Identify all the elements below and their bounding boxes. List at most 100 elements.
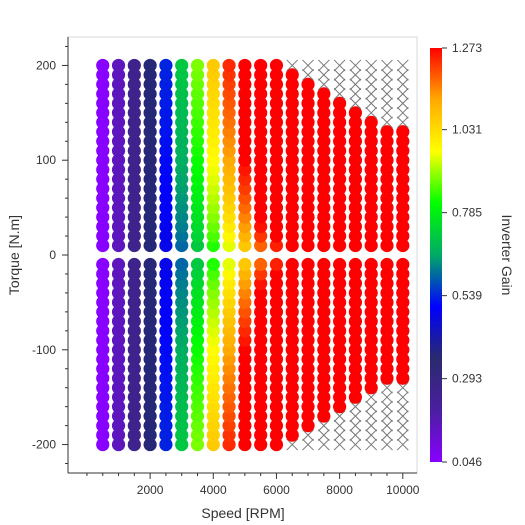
infeasible-marker — [349, 69, 362, 81]
gain-point — [254, 324, 268, 338]
gain-point — [159, 371, 173, 385]
gain-point — [190, 324, 205, 338]
gain-point — [254, 229, 268, 243]
infeasible-marker — [365, 78, 378, 91]
infeasible-marker — [333, 410, 346, 422]
gain-point — [301, 324, 315, 338]
gain-point — [254, 68, 268, 82]
gain-point — [111, 106, 126, 120]
gain-point — [380, 276, 394, 291]
gain-point — [301, 125, 315, 139]
gain-point — [143, 267, 157, 281]
gain-point — [111, 96, 126, 110]
infeasible-marker — [349, 59, 362, 72]
gain-point — [380, 153, 394, 167]
gain-point — [364, 238, 378, 253]
gain-point — [380, 333, 394, 347]
gain-point — [348, 362, 363, 376]
gain-point — [175, 295, 189, 309]
gain-point — [364, 305, 378, 319]
gain-point — [348, 371, 363, 385]
gain-point — [364, 381, 378, 395]
gain-point — [96, 191, 110, 205]
gain-point — [333, 305, 347, 319]
gain-point — [175, 68, 189, 82]
gain-point — [143, 400, 157, 414]
gain-point — [348, 343, 363, 357]
gain-point — [175, 163, 189, 177]
gain-point — [206, 191, 220, 205]
gain-point — [127, 428, 141, 442]
gain-point — [301, 286, 315, 300]
infeasible-marker — [317, 429, 330, 441]
gain-point — [206, 96, 220, 110]
gain-point — [396, 352, 410, 366]
gain-point — [206, 87, 220, 101]
gain-point — [380, 134, 394, 148]
gain-point — [206, 324, 220, 338]
gain-point — [127, 324, 141, 338]
gain-point — [190, 210, 205, 224]
gain-point — [190, 172, 205, 186]
gain-point — [301, 144, 315, 158]
colorbar-tick-label: 1.031 — [452, 123, 482, 137]
gain-point — [175, 333, 189, 347]
gain-point — [254, 77, 268, 91]
gain-point — [96, 314, 110, 328]
gain-point — [301, 267, 315, 281]
gain-point — [238, 210, 252, 224]
gain-point — [301, 352, 315, 366]
gain-point — [317, 305, 331, 319]
gain-point — [317, 314, 331, 328]
infeasible-marker — [381, 410, 393, 422]
gain-point — [269, 276, 284, 291]
gain-point — [317, 267, 331, 281]
infeasible-marker — [396, 391, 409, 404]
gain-point — [96, 125, 110, 139]
gain-point — [317, 276, 331, 291]
gain-point — [111, 400, 126, 414]
y-tick-label: 0 — [49, 248, 56, 262]
gain-point — [175, 219, 189, 234]
gain-point — [206, 400, 220, 414]
gain-point — [333, 362, 347, 376]
gain-point — [206, 229, 220, 243]
colorbar-gradient — [430, 48, 442, 462]
gain-point — [396, 163, 410, 177]
infeasible-marker — [349, 78, 362, 91]
gain-point — [222, 144, 236, 158]
gain-point — [143, 125, 157, 139]
gain-point — [96, 305, 110, 319]
gain-point — [222, 238, 236, 253]
gain-point — [111, 201, 126, 215]
gain-point — [190, 125, 205, 139]
gain-point — [238, 305, 252, 319]
gain-point — [127, 163, 141, 177]
infeasible-marker — [349, 97, 362, 110]
gain-point — [364, 115, 378, 129]
gain-point — [190, 163, 205, 177]
infeasible-marker — [302, 429, 314, 441]
gain-point — [396, 210, 410, 224]
gain-point — [348, 182, 363, 196]
gain-point — [222, 172, 236, 186]
gain-point — [127, 210, 141, 224]
gain-point — [348, 267, 363, 281]
gain-point — [364, 219, 378, 234]
gain-point — [96, 238, 110, 253]
gain-point — [254, 333, 268, 347]
gain-point — [190, 106, 205, 120]
gain-point — [96, 362, 110, 376]
gain-point — [285, 115, 299, 129]
gain-point — [317, 229, 331, 243]
gain-point — [127, 144, 141, 158]
gain-point — [222, 371, 236, 385]
gain-point — [159, 286, 173, 300]
gain-point — [364, 276, 378, 291]
gain-point — [127, 352, 141, 366]
gain-point — [143, 115, 157, 129]
infeasible-marker — [365, 69, 378, 81]
gain-point — [111, 210, 126, 224]
gain-point — [111, 305, 126, 319]
gain-point — [206, 352, 220, 366]
